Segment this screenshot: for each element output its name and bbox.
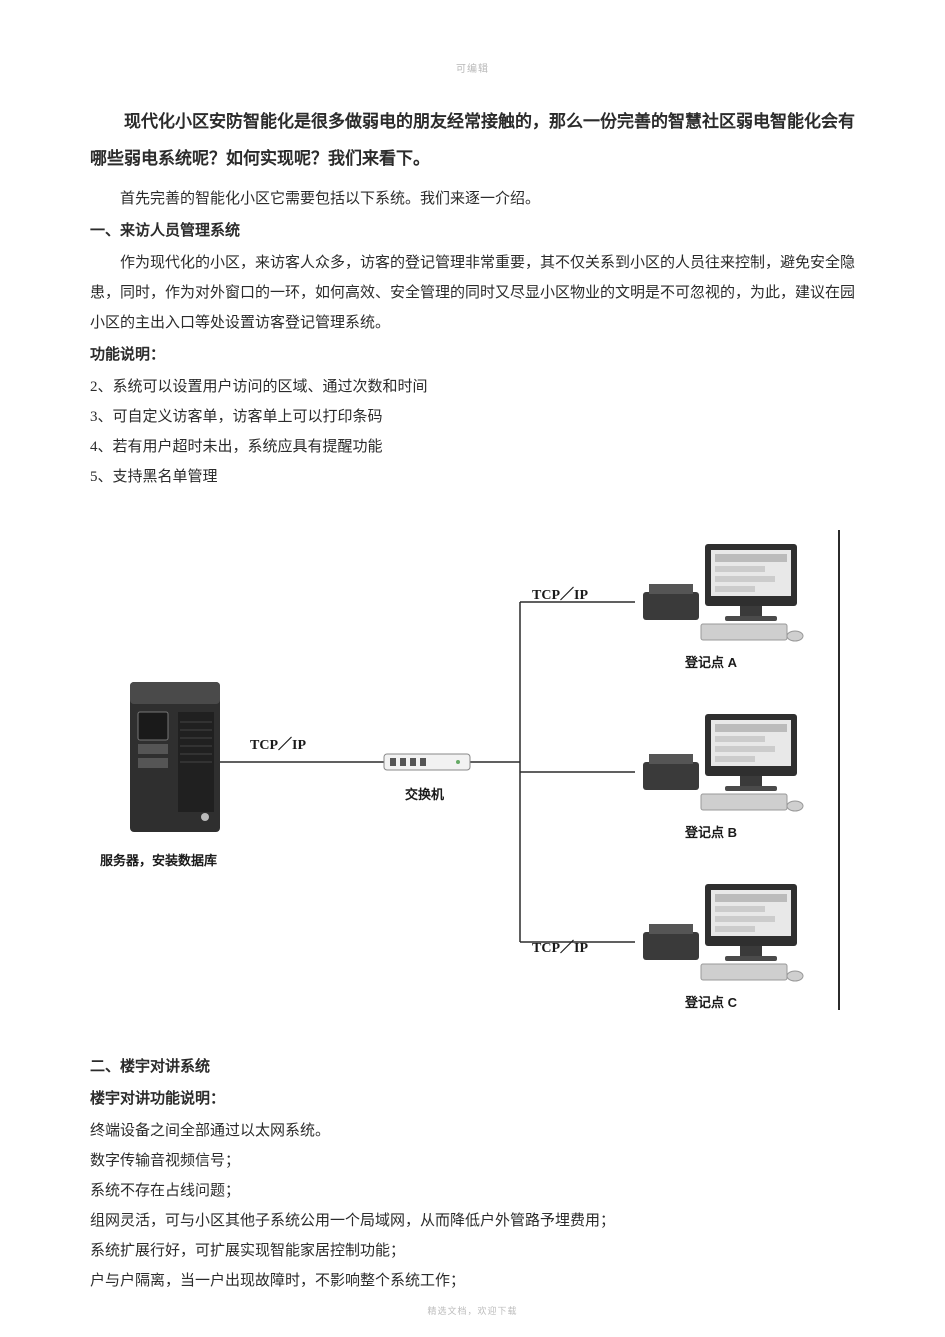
section1-title: 一、来访人员管理系统 xyxy=(90,216,855,246)
header-watermark: 可编辑 xyxy=(90,60,855,75)
section2-subtitle: 楼宇对讲功能说明： xyxy=(90,1084,855,1114)
server-caption: 服务器，安装数据库 xyxy=(100,850,217,869)
endpoint-caption: 登记点 A xyxy=(685,652,737,671)
link-label: TCP／IP xyxy=(532,584,588,604)
footer-watermark: 精选文档，欢迎下载 xyxy=(0,1304,945,1317)
section2-line: 系统不存在占线问题； xyxy=(90,1176,855,1206)
intro-plain: 首先完善的智能化小区它需要包括以下系统。我们来逐一介绍。 xyxy=(90,184,855,214)
feature-item: 2、系统可以设置用户访问的区域、通过次数和时间 xyxy=(90,372,855,402)
section1-body: 作为现代化的小区，来访客人众多，访客的登记管理非常重要，其不仅关系到小区的人员往… xyxy=(90,248,855,338)
endpoint-caption: 登记点 C xyxy=(685,992,737,1011)
link-label: TCP／IP xyxy=(532,937,588,957)
server-icon xyxy=(120,672,230,842)
workstation-icon xyxy=(635,540,805,650)
section2-line: 数字传输音视频信号； xyxy=(90,1146,855,1176)
section2-title: 二、楼宇对讲系统 xyxy=(90,1052,855,1082)
workstation-icon xyxy=(635,880,805,990)
network-diagram: 服务器，安装数据库 TCP／IP 交换机 TCP／IP TCP／IP 登记点 xyxy=(80,512,840,1032)
feature-item: 5、支持黑名单管理 xyxy=(90,462,855,492)
feature-item: 4、若有用户超时未出，系统应具有提醒功能 xyxy=(90,432,855,462)
switch-caption: 交换机 xyxy=(405,784,444,803)
workstation-icon xyxy=(635,710,805,820)
feature-item: 3、可自定义访客单，访客单上可以打印条码 xyxy=(90,402,855,432)
endpoint-caption: 登记点 B xyxy=(685,822,737,841)
features-label: 功能说明： xyxy=(90,340,855,370)
switch-icon xyxy=(382,748,472,778)
section2-line: 户与户隔离，当一户出现故障时，不影响整个系统工作； xyxy=(90,1266,855,1296)
link-label: TCP／IP xyxy=(250,734,306,754)
section2-line: 终端设备之间全部通过以太网系统。 xyxy=(90,1116,855,1146)
section2-line: 系统扩展行好，可扩展实现智能家居控制功能； xyxy=(90,1236,855,1266)
intro-bold: 现代化小区安防智能化是很多做弱电的朋友经常接触的，那么一份完善的智慧社区弱电智能… xyxy=(90,103,855,178)
section2-line: 组网灵活，可与小区其他子系统公用一个局域网，从而降低户外管路予埋费用； xyxy=(90,1206,855,1236)
